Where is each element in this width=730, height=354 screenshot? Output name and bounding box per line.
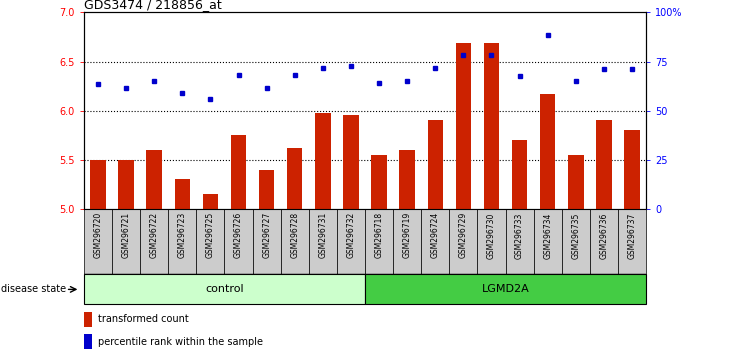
Text: GSM296737: GSM296737 bbox=[628, 212, 637, 258]
Bar bbox=[505, 209, 534, 274]
Bar bbox=[280, 209, 309, 274]
Text: GSM296724: GSM296724 bbox=[431, 212, 439, 258]
Bar bbox=[365, 274, 646, 304]
Bar bbox=[315, 113, 331, 209]
Text: GSM296730: GSM296730 bbox=[487, 212, 496, 258]
Text: GSM296727: GSM296727 bbox=[262, 212, 271, 258]
Text: GSM296735: GSM296735 bbox=[572, 212, 580, 258]
Text: GSM296719: GSM296719 bbox=[403, 212, 412, 258]
Bar bbox=[118, 160, 134, 209]
Bar bbox=[196, 209, 225, 274]
Bar bbox=[618, 209, 646, 274]
Text: GSM296734: GSM296734 bbox=[543, 212, 552, 258]
Bar bbox=[590, 209, 618, 274]
Bar bbox=[365, 209, 393, 274]
Bar bbox=[399, 150, 415, 209]
Bar bbox=[512, 140, 527, 209]
Text: GSM296726: GSM296726 bbox=[234, 212, 243, 258]
Text: GSM296718: GSM296718 bbox=[374, 212, 383, 258]
Bar bbox=[259, 170, 274, 209]
Text: GSM296731: GSM296731 bbox=[318, 212, 327, 258]
Text: GSM296721: GSM296721 bbox=[122, 212, 131, 258]
Text: LGMD2A: LGMD2A bbox=[482, 284, 529, 295]
Bar bbox=[168, 209, 196, 274]
Bar bbox=[84, 312, 93, 327]
Text: GSM296725: GSM296725 bbox=[206, 212, 215, 258]
Text: GDS3474 / 218856_at: GDS3474 / 218856_at bbox=[84, 0, 222, 11]
Bar bbox=[253, 209, 280, 274]
Bar bbox=[224, 209, 253, 274]
Bar bbox=[372, 155, 387, 209]
Bar bbox=[309, 209, 337, 274]
Bar bbox=[140, 209, 168, 274]
Text: GSM296729: GSM296729 bbox=[459, 212, 468, 258]
Bar bbox=[421, 209, 450, 274]
Bar bbox=[84, 274, 365, 304]
Bar bbox=[428, 120, 443, 209]
Bar bbox=[112, 209, 140, 274]
Text: GSM296733: GSM296733 bbox=[515, 212, 524, 258]
Bar bbox=[337, 209, 365, 274]
Bar bbox=[287, 148, 302, 209]
Text: disease state: disease state bbox=[1, 284, 66, 295]
Bar bbox=[84, 209, 112, 274]
Bar bbox=[456, 43, 471, 209]
Text: GSM296728: GSM296728 bbox=[291, 212, 299, 258]
Bar bbox=[231, 135, 246, 209]
Bar bbox=[484, 43, 499, 209]
Bar bbox=[91, 160, 106, 209]
Bar bbox=[147, 150, 162, 209]
Bar bbox=[624, 130, 639, 209]
Bar bbox=[84, 334, 93, 349]
Text: GSM296720: GSM296720 bbox=[93, 212, 102, 258]
Bar bbox=[540, 94, 556, 209]
Bar bbox=[343, 115, 358, 209]
Text: GSM296736: GSM296736 bbox=[599, 212, 608, 258]
Bar bbox=[393, 209, 421, 274]
Text: GSM296732: GSM296732 bbox=[347, 212, 356, 258]
Bar bbox=[203, 194, 218, 209]
Bar bbox=[534, 209, 561, 274]
Bar bbox=[449, 209, 477, 274]
Text: percentile rank within the sample: percentile rank within the sample bbox=[98, 337, 263, 347]
Text: GSM296722: GSM296722 bbox=[150, 212, 158, 258]
Bar bbox=[174, 179, 190, 209]
Bar bbox=[561, 209, 590, 274]
Text: GSM296723: GSM296723 bbox=[178, 212, 187, 258]
Bar bbox=[477, 209, 505, 274]
Text: control: control bbox=[205, 284, 244, 295]
Bar bbox=[568, 155, 583, 209]
Text: transformed count: transformed count bbox=[98, 314, 189, 324]
Bar bbox=[596, 120, 612, 209]
